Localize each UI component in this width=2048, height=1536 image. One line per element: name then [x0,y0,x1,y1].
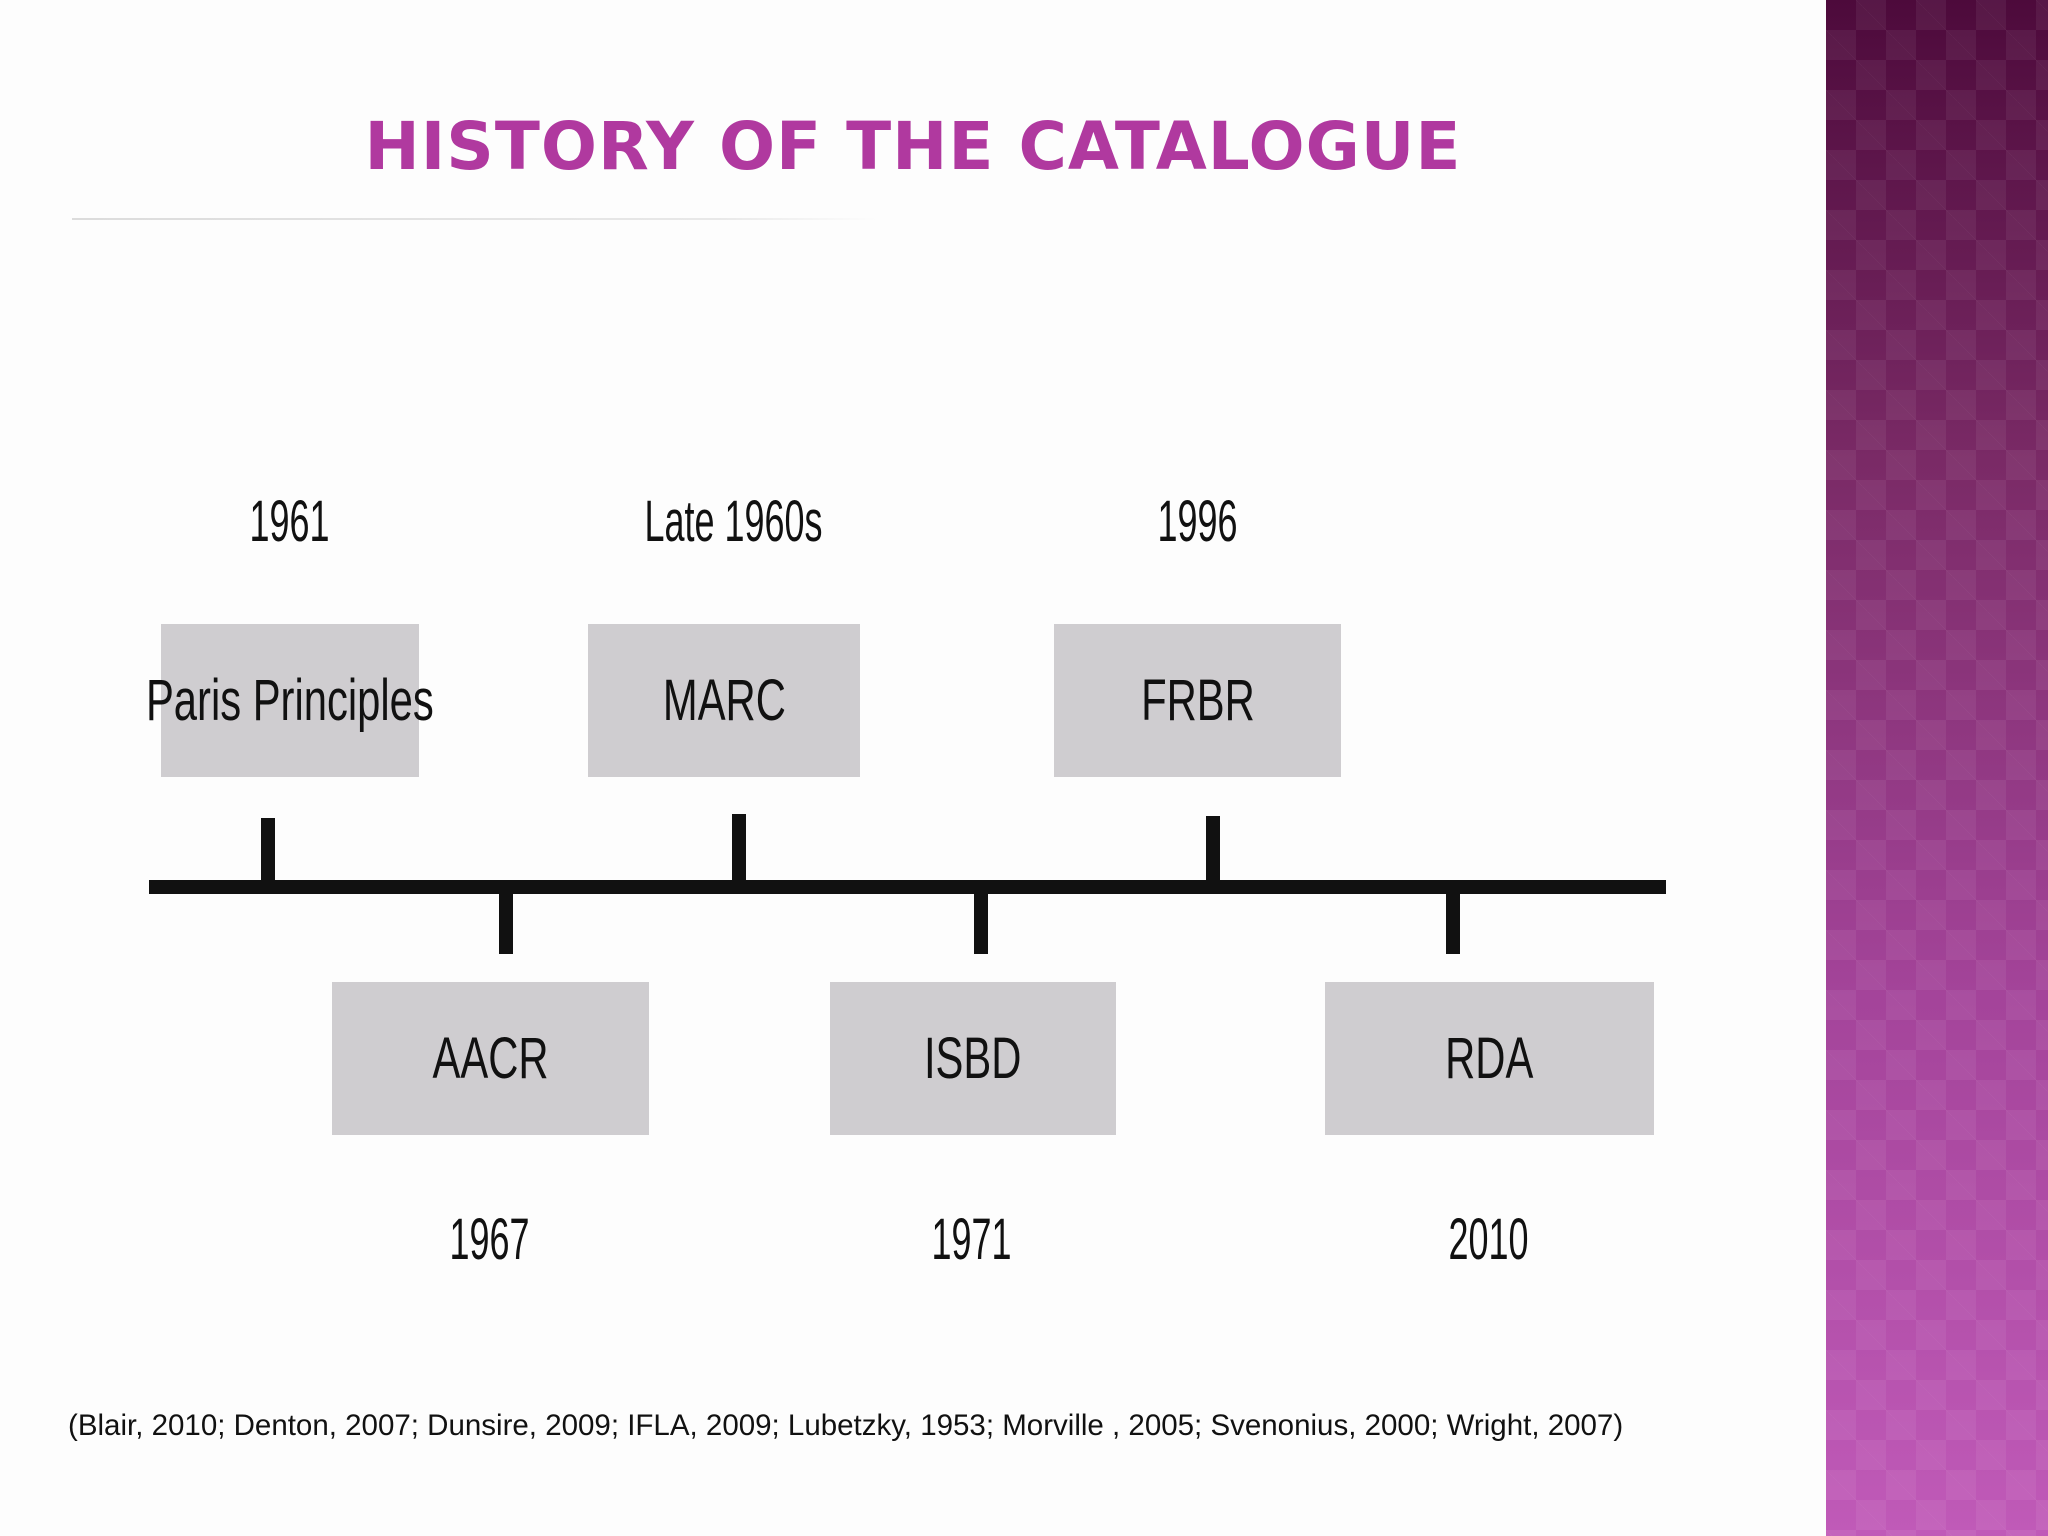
year-label-frbr: 1996 [1158,489,1238,554]
timeline-box-rda: RDA [1325,982,1654,1135]
year-label-isbd: 1971 [932,1207,1012,1272]
timeline-tick-1967 [499,888,513,954]
timeline-tick-1971 [974,888,988,954]
year-label-marc: Late 1960s [644,489,823,554]
timeline-axis [149,880,1666,894]
timeline-tick-1961 [261,818,275,886]
timeline-box-isbd: ISBD [830,982,1116,1135]
title-divider [72,218,877,220]
timeline-tick-late-1960s [732,814,746,886]
timeline-tick-1996 [1206,816,1220,886]
timeline-box-frbr: FRBR [1054,624,1341,777]
timeline-box-aacr: AACR [332,982,649,1135]
decorative-side-panel [1826,0,2048,1536]
year-label-paris-principles: 1961 [250,489,330,554]
year-label-rda: 2010 [1449,1207,1529,1272]
timeline-box-marc: MARC [588,624,860,777]
timeline-tick-2010 [1446,888,1460,954]
slide-title: HISTORY OF THE CATALOGUE [364,108,1462,185]
timeline-box-paris-principles: Paris Principles [146,624,434,777]
citation-text: (Blair, 2010; Denton, 2007; Dunsire, 200… [68,1409,1624,1442]
year-label-aacr: 1967 [450,1207,530,1272]
